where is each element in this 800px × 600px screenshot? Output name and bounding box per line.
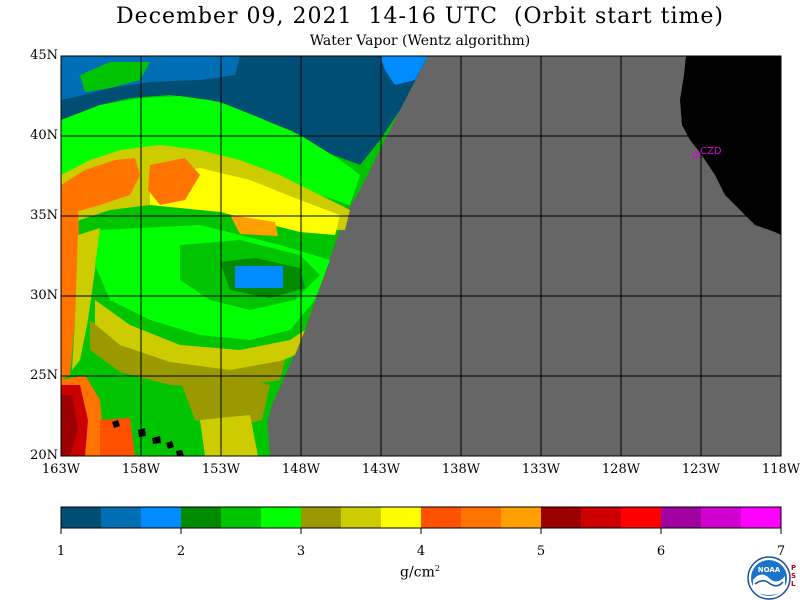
colorbar-swatch: [61, 507, 102, 528]
colorbar-swatch: [461, 507, 502, 528]
map-subtitle: Water Vapor (Wentz algorithm): [309, 33, 531, 49]
lon-label: 153W: [201, 462, 241, 477]
colorbar-swatch: [621, 507, 662, 528]
colorbar-tick-label: 4: [416, 544, 426, 559]
hawaii-islands: [112, 420, 184, 456]
colorbar-swatch: [741, 507, 782, 528]
lat-label: 20N: [30, 448, 58, 463]
colorbar-swatch: [381, 507, 422, 528]
lat-label: 25N: [30, 368, 58, 383]
lon-label: 158W: [121, 462, 161, 477]
lon-label: 148W: [281, 462, 321, 477]
colorbar-tick-label: 7: [776, 544, 786, 559]
colorbar-swatch: [261, 507, 302, 528]
lon-label: 163W: [41, 462, 81, 477]
map-title: December 09, 2021 14-16 UTC (Orbit start…: [116, 4, 724, 29]
lat-label: 45N: [30, 48, 58, 63]
colorbar-swatch: [301, 507, 342, 528]
colorbar-swatch: [501, 507, 542, 528]
svg-text:NOAA: NOAA: [758, 566, 781, 574]
colorbar-swatch: [341, 507, 382, 528]
low-vapor-spot: [235, 266, 283, 288]
map-field: [61, 56, 781, 456]
colorbar-tick-label: 1: [56, 544, 66, 559]
colorbar-swatch: [221, 507, 262, 528]
lat-label: 35N: [30, 208, 58, 223]
water-vapor-swath: [61, 56, 428, 456]
lon-label: 128W: [601, 462, 641, 477]
station-label: CZD: [700, 146, 722, 157]
lat-label: 40N: [30, 128, 58, 143]
lon-label: 143W: [361, 462, 401, 477]
colorbar-swatch: [141, 507, 182, 528]
colorbar-tick-label: 6: [656, 544, 666, 559]
lon-label: 138W: [441, 462, 481, 477]
colorbar: [60, 506, 782, 534]
colorbar-tick-label: 2: [176, 544, 186, 559]
colorbar-swatch: [581, 507, 622, 528]
colorbar-swatch: [661, 507, 702, 528]
colorbar-swatch: [701, 507, 742, 528]
lat-lon-grid: [61, 56, 781, 456]
station-marker: [692, 151, 700, 159]
colorbar-swatch: [541, 507, 582, 528]
colorbar-swatch: [101, 507, 142, 528]
colorbar-tick-label: 3: [296, 544, 306, 559]
lon-label: 123W: [681, 462, 721, 477]
colorbar-swatch: [421, 507, 462, 528]
lon-label: 133W: [521, 462, 561, 477]
lon-label: 118W: [761, 462, 800, 477]
land-mass: [680, 56, 781, 235]
psl-letters: P S L: [791, 564, 797, 588]
map-frame: [60, 55, 782, 457]
colorbar-tick-label: 5: [536, 544, 546, 559]
lat-label: 30N: [30, 288, 58, 303]
colorbar-unit: g/cm2: [400, 564, 440, 581]
colorbar-swatch: [181, 507, 222, 528]
noaa-logo: NOAA: [747, 556, 791, 600]
